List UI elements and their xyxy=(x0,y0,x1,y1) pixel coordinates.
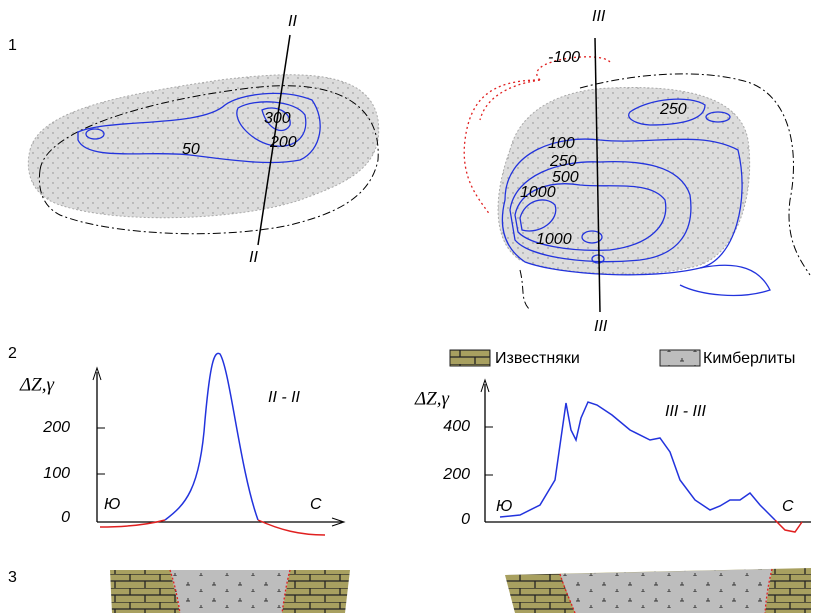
section-label: III xyxy=(592,8,606,25)
profile-left: ΔZ,γ II - II 200 100 0 Ю С xyxy=(19,352,346,536)
contour-label: 1000 xyxy=(520,184,556,201)
legend-label: Кимберлиты xyxy=(703,350,795,367)
tick-label: 0 xyxy=(461,511,470,528)
section-right xyxy=(505,568,811,613)
section-label: II xyxy=(288,13,297,30)
tick-label: 0 xyxy=(61,509,70,526)
contour-label: 50 xyxy=(182,141,200,158)
contour-label: 250 xyxy=(659,101,687,118)
direction-label: Ю xyxy=(104,496,120,513)
contour-label: -100 xyxy=(548,49,580,66)
tick-label: 200 xyxy=(442,466,470,483)
profile-title: II - II xyxy=(268,389,301,406)
panel-label: 1 xyxy=(8,37,17,54)
direction-label: С xyxy=(782,498,794,515)
tick-label: 400 xyxy=(443,418,470,435)
direction-label: С xyxy=(310,496,322,513)
profile-right: ΔZ,γ III - III 400 200 0 Ю С xyxy=(414,378,811,533)
tick-label: 200 xyxy=(42,419,70,436)
contour-label: 300 xyxy=(264,110,291,127)
section-label: II xyxy=(249,249,258,266)
section-left xyxy=(110,569,350,613)
map-right: III III -100 250 100 250 500 1000 1000 xyxy=(463,8,811,335)
direction-label: Ю xyxy=(496,498,512,515)
contour-label: 200 xyxy=(269,134,297,151)
profile-title: III - III xyxy=(665,403,706,420)
axis-label: ΔZ,γ xyxy=(19,374,54,395)
legend-label: Известняки xyxy=(495,350,580,367)
axis-label: ΔZ,γ xyxy=(414,388,449,409)
legend: Известняки Кимберлиты xyxy=(449,349,795,367)
panel-label: 3 xyxy=(8,569,17,586)
panel-label: 2 xyxy=(8,345,17,362)
contour-label: 500 xyxy=(552,169,579,186)
contour-label: 100 xyxy=(548,135,575,152)
contour-label: 250 xyxy=(549,153,577,170)
section-label: III xyxy=(594,318,608,335)
tick-label: 100 xyxy=(43,465,70,482)
map-left: II II 300 200 50 xyxy=(27,13,380,266)
contour-label: 1000 xyxy=(536,231,572,248)
